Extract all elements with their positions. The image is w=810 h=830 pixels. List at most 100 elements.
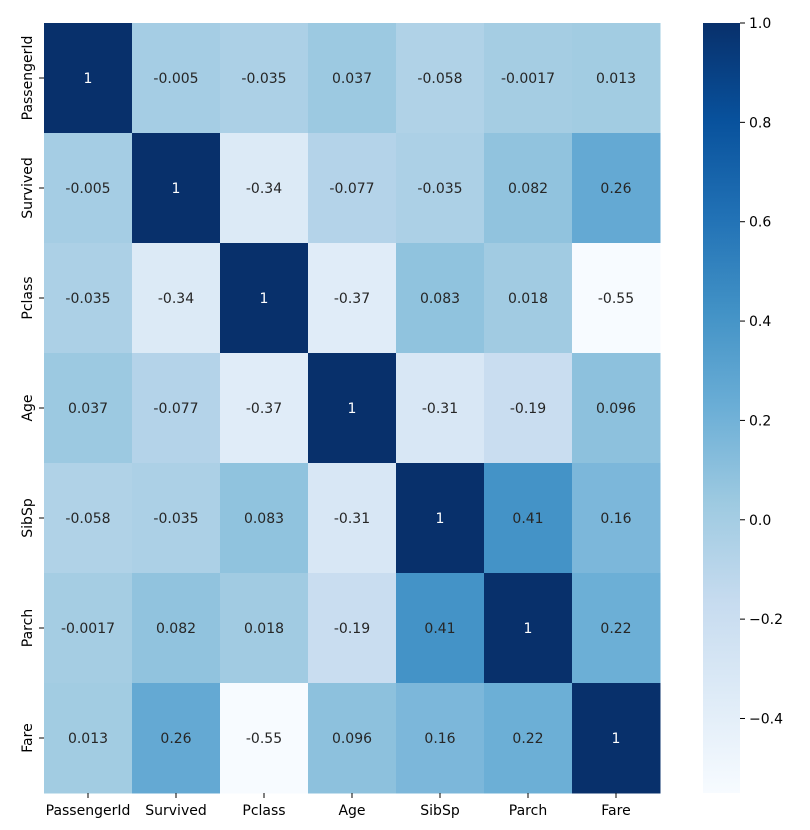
colorbar-tick-label: 0.8 [749, 115, 771, 131]
heatmap-cell [484, 573, 573, 684]
heatmap-cell [44, 463, 133, 574]
cell-annotation: -0.19 [334, 621, 370, 637]
cell-annotation: -0.19 [510, 401, 546, 417]
cell-annotation: 0.22 [512, 731, 543, 747]
y-tick-label: Age [20, 394, 36, 421]
heatmap-cell [396, 23, 485, 134]
heatmap-cell [132, 23, 221, 134]
colorbar-tick-label: 0.4 [749, 314, 771, 330]
heatmap-cell [44, 243, 133, 354]
cell-annotation: 1 [172, 181, 181, 197]
heatmap-cell [220, 573, 309, 684]
heatmap-cell [396, 463, 485, 574]
heatmap-cell [484, 683, 573, 794]
heatmap-cell [44, 683, 133, 794]
cell-annotation: -0.035 [153, 511, 198, 527]
heatmap-cell [572, 133, 661, 244]
heatmap-cell [132, 683, 221, 794]
heatmap-cell [572, 23, 661, 134]
cell-annotation: 1 [524, 621, 533, 637]
x-tick-label: PassengerId [46, 803, 131, 819]
heatmap-cell [220, 23, 309, 134]
heatmap-cell [44, 23, 133, 134]
heatmap-cell [396, 243, 485, 354]
cell-annotation: -0.035 [417, 181, 462, 197]
heatmap-cell [44, 353, 133, 464]
heatmap-cell [572, 243, 661, 354]
cell-annotation: -0.058 [417, 71, 462, 87]
cell-annotation: 0.037 [68, 401, 108, 417]
heatmap-cell [484, 23, 573, 134]
x-tick-label: SibSp [420, 803, 460, 819]
cell-annotation: -0.035 [241, 71, 286, 87]
cell-annotation: -0.0017 [501, 71, 555, 87]
y-tick-label: Parch [20, 609, 36, 647]
heatmap-cell [220, 133, 309, 244]
heatmap-cell [484, 463, 573, 574]
heatmap-cell [308, 683, 397, 794]
colorbar [703, 23, 740, 793]
heatmap-cell [484, 353, 573, 464]
cell-annotation: 1 [612, 731, 621, 747]
y-tick-label: Fare [20, 723, 36, 752]
heatmap-cell [308, 353, 397, 464]
cell-annotation: 0.083 [244, 511, 284, 527]
cell-annotation: -0.34 [158, 291, 194, 307]
heatmap-cell [572, 683, 661, 794]
cell-annotations: 1 -0.005 -0.035 0.037 -0.058 -0.0017 0.013 -0.0… [61, 71, 636, 747]
cell-annotation: 0.013 [68, 731, 108, 747]
cell-annotation: 0.26 [600, 181, 631, 197]
cell-annotation: 0.22 [600, 621, 631, 637]
heatmap-cell [44, 573, 133, 684]
heatmap-cell [220, 353, 309, 464]
cell-annotation: -0.37 [246, 401, 282, 417]
cell-annotation: -0.035 [65, 291, 110, 307]
cell-annotation: -0.34 [246, 181, 282, 197]
y-tick-label: Pclass [20, 276, 36, 319]
colorbar-ticks: 1.0 0.8 0.6 0.4 0.2 0.0 −0.2 −0.4 [740, 16, 783, 727]
heatmap-cell [308, 573, 397, 684]
cell-annotation: 0.26 [160, 731, 191, 747]
cell-annotation: 1 [348, 401, 357, 417]
x-axis-labels: PassengerId Survived Pclass Age SibSp Parch Fa… [46, 793, 631, 819]
heatmap-cell [308, 133, 397, 244]
y-tick-label: PassengerId [20, 36, 36, 121]
heatmap-cell [308, 463, 397, 574]
cell-annotation: -0.005 [65, 181, 110, 197]
cell-annotation: -0.31 [422, 401, 458, 417]
heatmap-cell [220, 683, 309, 794]
cell-annotation: -0.005 [153, 71, 198, 87]
cell-annotation: -0.55 [598, 291, 634, 307]
heatmap-cell [484, 243, 573, 354]
heatmap-cell [132, 243, 221, 354]
cell-annotation: 0.096 [596, 401, 636, 417]
heatmap-cell [308, 243, 397, 354]
cell-annotation: 0.096 [332, 731, 372, 747]
colorbar-tick-label: 0.2 [749, 413, 771, 429]
cell-annotation: -0.0017 [61, 621, 115, 637]
colorbar-tick-label: −0.2 [749, 612, 783, 628]
cell-annotation: 0.41 [424, 621, 455, 637]
heatmap-cell [220, 243, 309, 354]
cell-annotation: 0.16 [600, 511, 631, 527]
x-tick-label: Age [338, 803, 365, 819]
cell-annotation: 0.082 [156, 621, 196, 637]
x-tick-label: Pclass [242, 803, 285, 819]
heatmap-cell [572, 463, 661, 574]
heatmap-cell [308, 23, 397, 134]
y-tick-label: SibSp [20, 498, 36, 538]
heatmap-cell [396, 683, 485, 794]
heatmap-cell [396, 353, 485, 464]
colorbar-tick-label: −0.4 [749, 711, 783, 727]
heatmap-cell [396, 133, 485, 244]
cell-annotation: 0.018 [508, 291, 548, 307]
heatmap-cell [132, 133, 221, 244]
cell-annotation: 0.16 [424, 731, 455, 747]
cell-annotation: 1 [436, 511, 445, 527]
colorbar-tick-label: 0.6 [749, 215, 771, 231]
heatmap-cell [484, 133, 573, 244]
cell-annotation: 1 [260, 291, 269, 307]
cell-annotation: -0.37 [334, 291, 370, 307]
heatmap-cell [132, 573, 221, 684]
cell-annotation: -0.55 [246, 731, 282, 747]
